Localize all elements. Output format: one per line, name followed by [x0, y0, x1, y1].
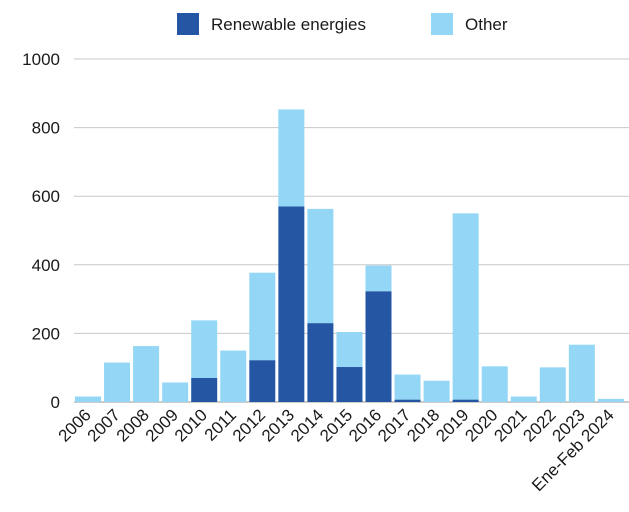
bar-other	[452, 213, 479, 400]
legend-swatch-other	[431, 13, 453, 35]
bar-other	[75, 396, 101, 402]
bars	[75, 109, 624, 402]
bar-renewable-energies	[191, 377, 218, 402]
y-tick-label: 600	[32, 187, 60, 206]
bar-other	[597, 398, 624, 402]
bar-other	[249, 272, 276, 361]
x-tick-label: 2013	[258, 405, 298, 445]
y-tick-label: 1000	[22, 50, 60, 69]
bar-other	[568, 344, 595, 402]
x-tick-label: 2007	[84, 405, 124, 445]
x-tick-label: 2009	[142, 405, 182, 445]
x-tick-label: 2022	[519, 405, 559, 445]
legend-swatch-renewable-energies	[177, 13, 199, 35]
y-axis-ticks: 0 200 400 600 800 1000	[22, 50, 60, 412]
x-axis-ticks: 2006200720082009201020112012201320142015…	[55, 405, 618, 495]
y-tick-label: 200	[32, 324, 60, 343]
x-tick-label: 2016	[345, 405, 385, 445]
bar-other	[539, 367, 566, 402]
x-tick-label: 2011	[201, 405, 240, 444]
bar-renewable-energies	[278, 206, 305, 402]
bar-other	[510, 396, 537, 402]
bar-other	[423, 380, 450, 402]
x-tick-label: 2019	[432, 405, 472, 445]
bar-other	[278, 109, 305, 207]
chart-legend: Renewable energies Other	[177, 13, 508, 35]
bar-other	[336, 332, 363, 368]
bar-other	[394, 374, 421, 400]
y-tick-label: 800	[32, 119, 60, 138]
bar-other	[191, 320, 218, 378]
bar-other	[307, 208, 334, 324]
bar-other	[220, 350, 247, 402]
x-tick-label: 2021	[490, 405, 530, 445]
x-tick-label: 2020	[461, 405, 501, 445]
bar-other	[133, 346, 160, 402]
bar-other	[162, 382, 189, 402]
bar-renewable-energies	[394, 399, 421, 402]
x-tick-label: 2012	[229, 405, 269, 445]
x-tick-label: 2018	[403, 405, 443, 445]
bar-renewable-energies	[307, 323, 334, 402]
legend-label-other: Other	[465, 15, 508, 34]
y-tick-label: 0	[51, 393, 60, 412]
bar-other	[481, 366, 508, 402]
legend-label-renewable-energies: Renewable energies	[211, 15, 366, 34]
x-tick-label: 2015	[316, 405, 356, 445]
bar-renewable-energies	[249, 360, 276, 402]
y-tick-label: 400	[32, 256, 60, 275]
bar-renewable-energies	[452, 399, 479, 402]
x-tick-label: 2010	[171, 405, 211, 445]
x-tick-label: 2017	[374, 405, 414, 445]
bar-other	[104, 362, 131, 402]
x-tick-label: 2008	[113, 405, 153, 445]
bar-renewable-energies	[365, 291, 392, 402]
bar-other	[365, 265, 392, 292]
x-tick-label: 2014	[287, 405, 327, 445]
bar-renewable-energies	[336, 367, 363, 402]
x-tick-label: 2006	[55, 405, 95, 445]
